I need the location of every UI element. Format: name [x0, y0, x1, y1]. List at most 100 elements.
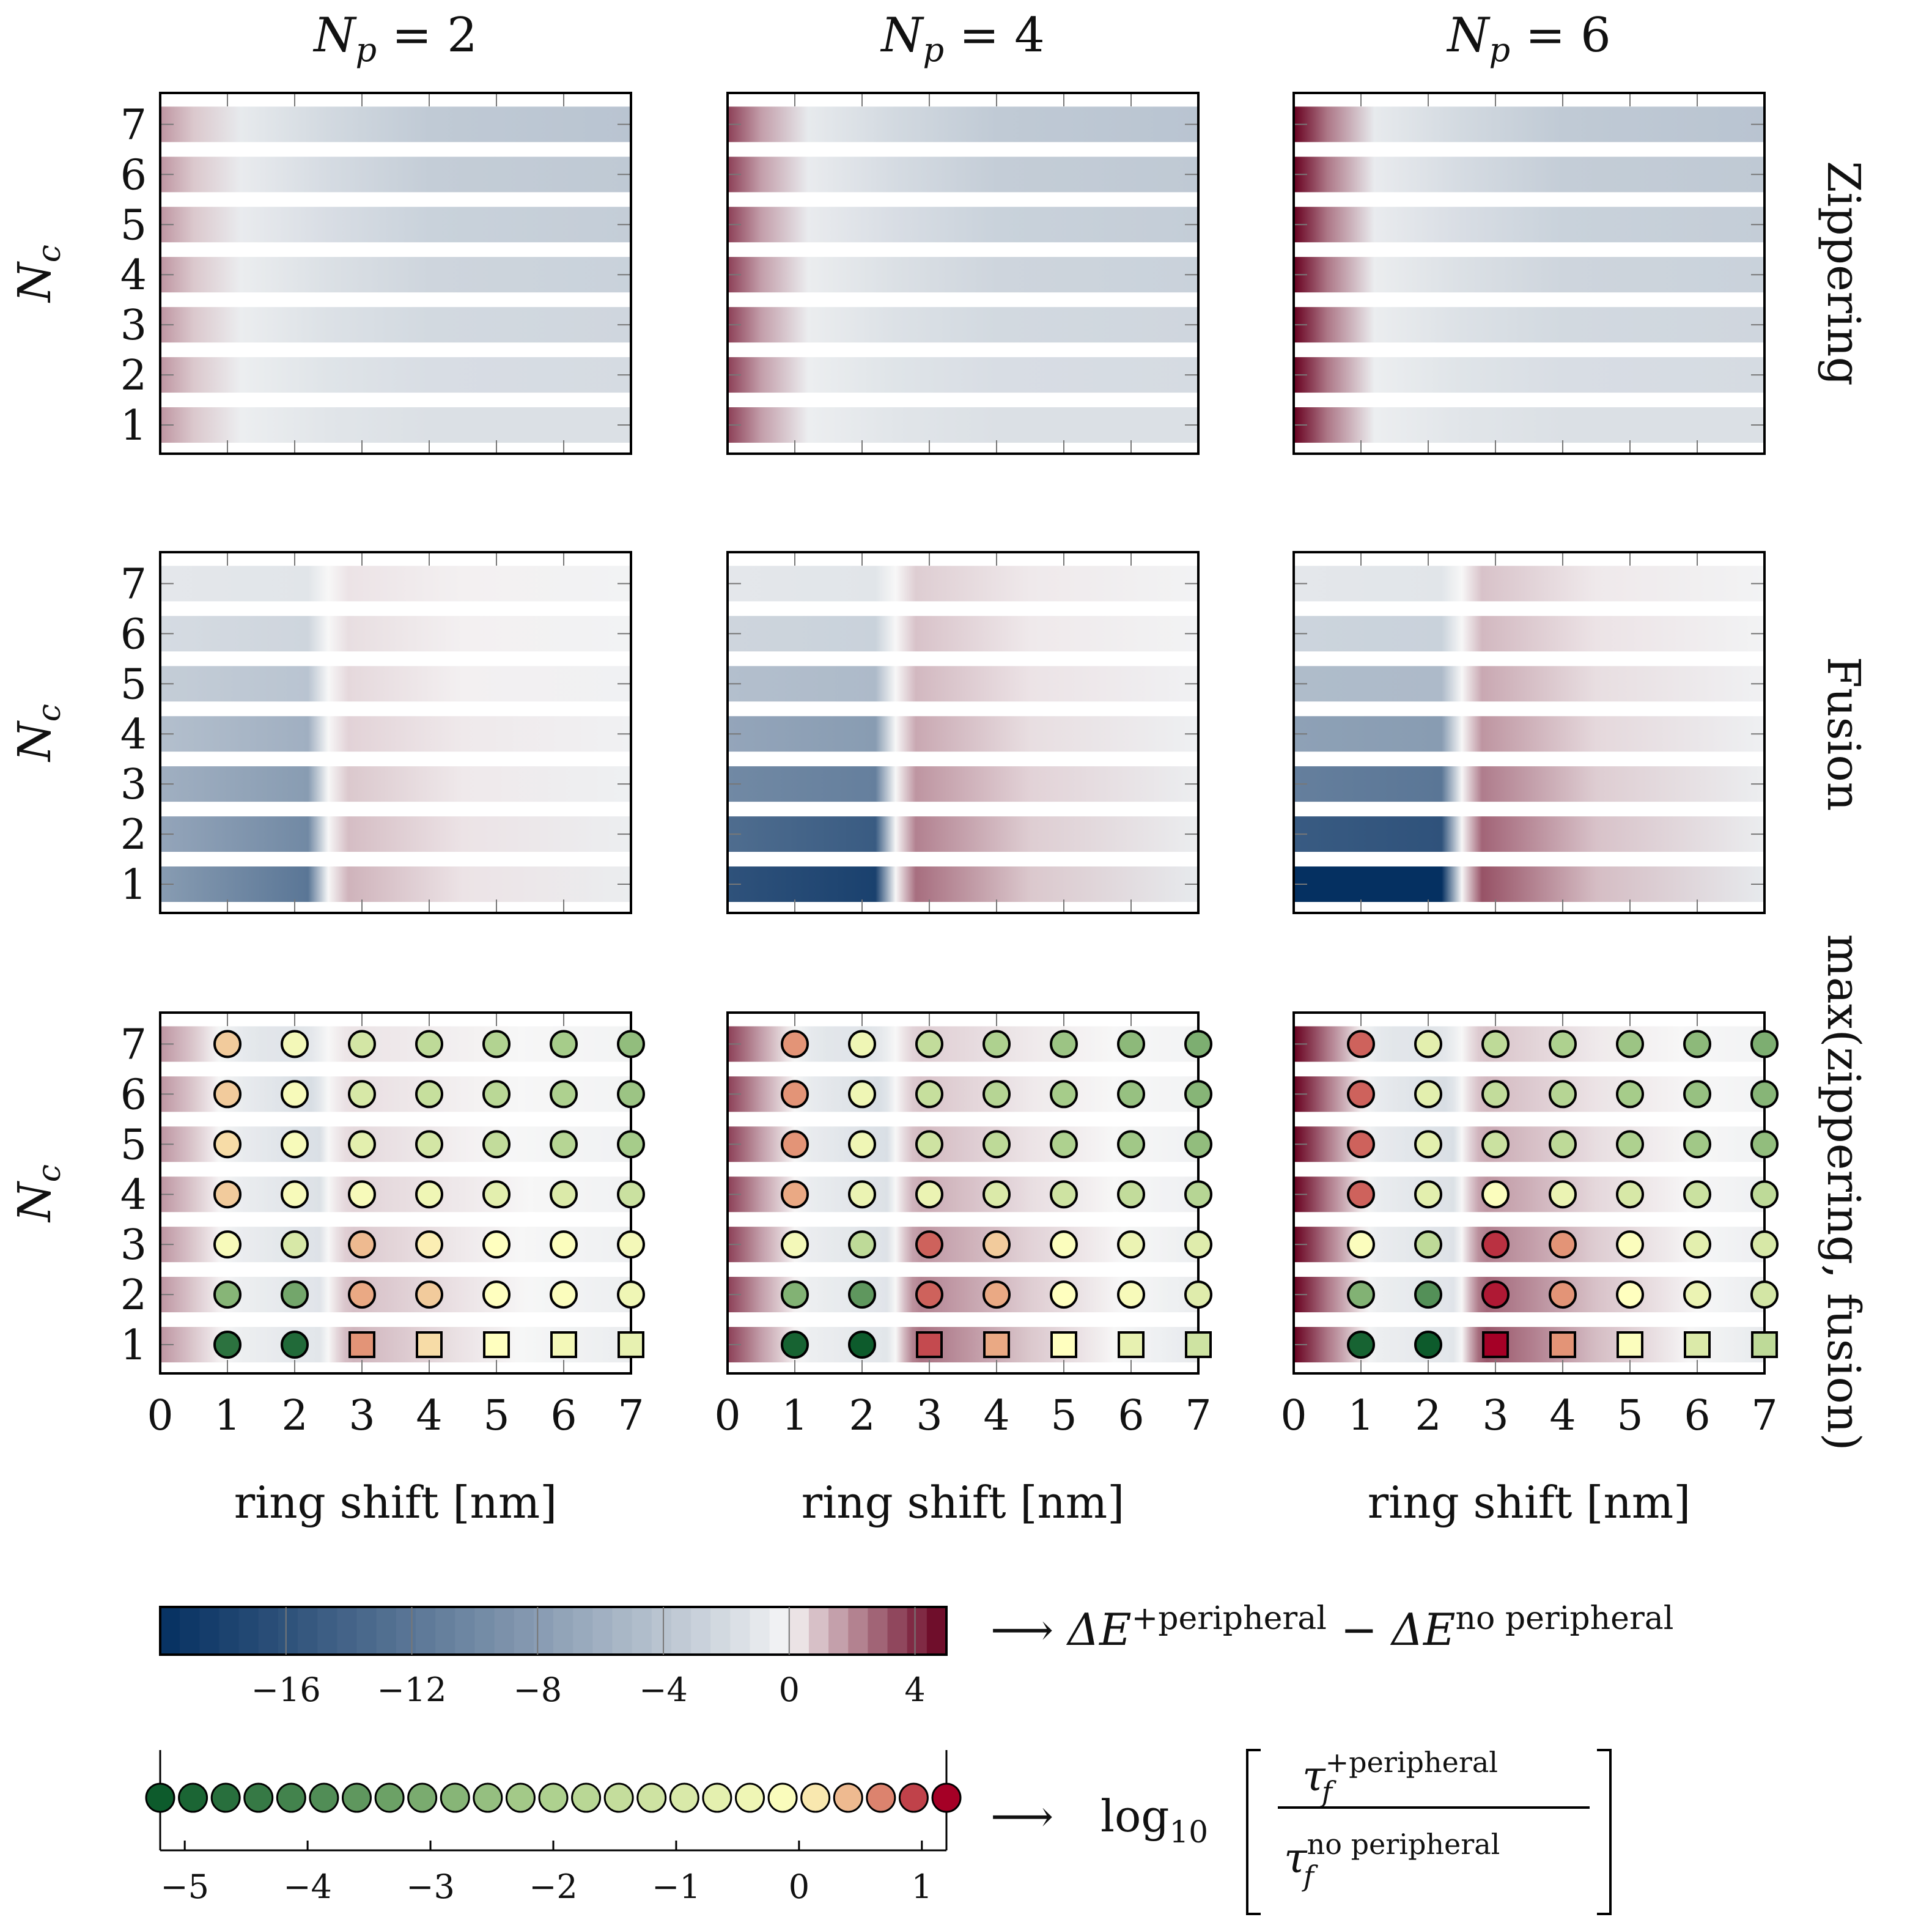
marker-circle [1050, 1080, 1078, 1109]
marker-square [618, 1331, 644, 1359]
panel-frame [726, 551, 1200, 914]
marker-circle [781, 1280, 809, 1309]
energy-colorbar-cell [514, 1607, 534, 1655]
ratio-denominator: τno peripheral [1284, 1828, 1500, 1883]
heatmap-band [160, 616, 631, 652]
heatmap-band [728, 566, 1198, 602]
marker-circle [550, 1180, 578, 1209]
marker-circle [1616, 1280, 1644, 1309]
ratio-colorbar-dot [309, 1782, 339, 1813]
marker-circle [213, 1230, 242, 1259]
ratio-colorbar-dot [800, 1782, 831, 1813]
marker-circle [1184, 1280, 1212, 1309]
marker-circle [781, 1331, 809, 1359]
marker-circle [415, 1080, 443, 1109]
marker-circle [482, 1280, 511, 1309]
heatmap-band [160, 257, 631, 293]
energy-colorbar-cell [278, 1607, 299, 1655]
heatmap-band [160, 106, 631, 142]
energy-colorbar-cell [317, 1607, 338, 1655]
marker-circle [1481, 1080, 1510, 1109]
heatmap-band [1294, 766, 1764, 802]
y-tick-label: 2 [120, 352, 147, 400]
ratio-colorbar-dot [473, 1782, 503, 1813]
ratio-denominator-sub: f [1302, 1860, 1318, 1893]
energy-colorbar-cell [553, 1607, 574, 1655]
ratio-colorbar-dot [178, 1782, 208, 1813]
energy-colorbar-cell [808, 1607, 830, 1655]
marker-circle [1414, 1030, 1442, 1058]
energy-colorbar-cell [356, 1607, 377, 1655]
panel-zippering-np4 [726, 92, 1200, 455]
marker-circle [915, 1180, 943, 1209]
y-tick-label: 7 [120, 101, 147, 149]
marker-circle [482, 1180, 511, 1209]
marker-square [1617, 1331, 1643, 1359]
marker-circle [1347, 1280, 1375, 1309]
marker-circle [1481, 1280, 1510, 1309]
ratio-colorbar-arrow: ⟶ [990, 1790, 1053, 1842]
ratio-colorbar-dot [603, 1782, 634, 1813]
y-tick-label: 4 [120, 711, 147, 759]
panel-zippering-np6 [1292, 92, 1766, 455]
y-axis-label: Nc [9, 704, 68, 763]
marker-square [348, 1331, 375, 1359]
ratio-colorbar-tick-label: −1 [652, 1867, 701, 1906]
x-tick-label: 4 [416, 1392, 442, 1440]
heatmap-band [728, 157, 1198, 193]
marker-circle [213, 1180, 242, 1209]
marker-circle [1184, 1030, 1212, 1058]
panel-max-np6: 0 1 2 3 4 5 6 7 ring shift [nm] [1280, 1011, 1779, 1528]
energy-colorbar-cell [592, 1607, 613, 1655]
heatmap-band [728, 816, 1198, 852]
ratio-colorbar-dot [636, 1782, 667, 1813]
panel-frame [159, 92, 632, 455]
x-tick-label: 7 [618, 1392, 644, 1440]
marker-circle [983, 1230, 1011, 1259]
marker-circle [848, 1280, 876, 1309]
heatmap-band [160, 357, 631, 393]
marker-circle [1750, 1080, 1779, 1109]
marker-circle [915, 1130, 943, 1159]
x-tick-label: 4 [983, 1392, 1009, 1440]
marker-circle [983, 1030, 1011, 1058]
marker-circle [617, 1280, 645, 1309]
marker-circle [1549, 1280, 1577, 1309]
marker-circle [1481, 1230, 1510, 1259]
marker-circle [281, 1030, 309, 1058]
column-title: Np = 4 [880, 8, 1044, 69]
marker-circle [1414, 1331, 1442, 1359]
x-tick-label: 2 [281, 1392, 308, 1440]
marker-circle [1347, 1080, 1375, 1109]
ratio-colorbar-dot [669, 1782, 699, 1813]
energy-colorbar-cell [219, 1607, 240, 1655]
panel-fusion-np6 [1292, 551, 1766, 914]
heatmap-band [728, 257, 1198, 293]
energy-colorbar-cell [337, 1607, 358, 1655]
marker-circle [1549, 1030, 1577, 1058]
marker-circle [213, 1130, 242, 1159]
y-tick-label: 7 [120, 1021, 147, 1069]
y-tick-label: 3 [120, 301, 147, 350]
panel-fusion-np4 [726, 551, 1200, 914]
marker-circle [915, 1080, 943, 1109]
marker-circle [1347, 1230, 1375, 1259]
marker-circle [983, 1130, 1011, 1159]
ratio-colorbar-tick-label: −2 [529, 1867, 578, 1906]
marker-circle [983, 1280, 1011, 1309]
marker-circle [1683, 1080, 1711, 1109]
y-tick-label: 1 [120, 402, 147, 450]
heatmap-band [728, 106, 1198, 142]
heatmap-band [160, 666, 631, 702]
right-bracket [1597, 1749, 1612, 1915]
ratio-colorbar-dot [243, 1782, 274, 1813]
marker-circle [1117, 1080, 1145, 1109]
marker-circle [1549, 1230, 1577, 1259]
marker-circle [482, 1080, 511, 1109]
y-tick-label: 6 [120, 610, 147, 659]
marker-square [1684, 1331, 1711, 1359]
marker-circle [1616, 1130, 1644, 1159]
heatmap-band [160, 307, 631, 343]
